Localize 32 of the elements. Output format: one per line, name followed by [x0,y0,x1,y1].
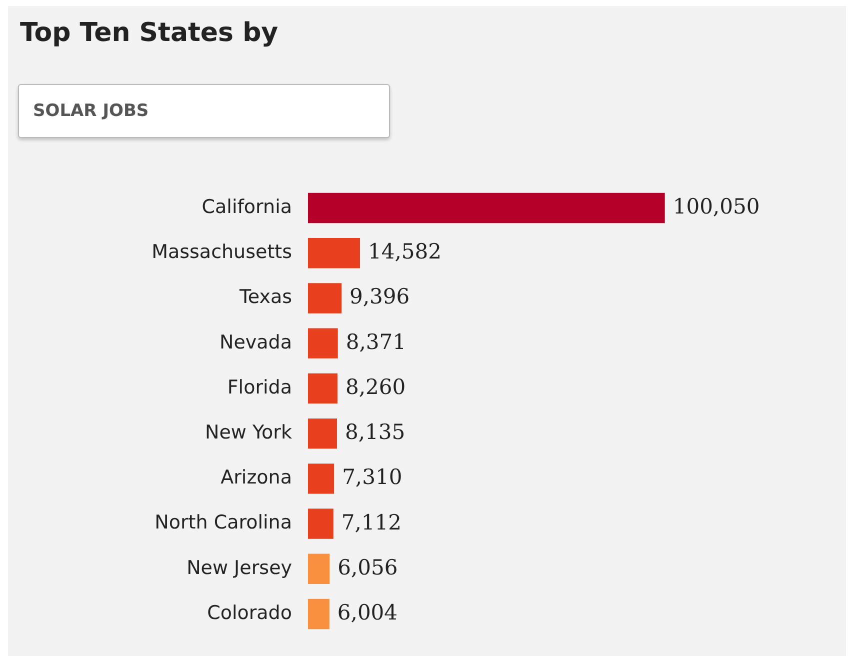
data-label: 8,135 [345,420,406,444]
data-label: 6,056 [338,555,398,580]
bar [308,328,338,358]
data-label: 6,004 [337,600,398,624]
y-tick-label: New York [204,421,292,444]
bar [308,554,330,584]
bar [308,283,342,314]
data-label: 100,050 [672,194,760,218]
y-tick-label: North Carolina [154,512,292,534]
y-tick-label: New Jersey [186,556,292,579]
chart-title: Top Ten States by [20,18,278,48]
data-label: 8,260 [345,374,406,399]
y-tick-label: Massachusetts [152,241,292,264]
bar [308,508,334,539]
y-tick-label: Florida [227,376,292,398]
bar [308,373,338,404]
dropdown-field: SOLAR JOBS [18,84,390,138]
y-tick-label: Texas [238,286,292,308]
bar [308,418,338,449]
data-label: 9,396 [350,284,410,309]
y-tick-label: Nevada [220,331,292,354]
data-label: 8,371 [346,330,406,354]
data-label: 7,310 [342,465,402,490]
bar [308,238,360,268]
data-label: 7,112 [341,510,402,534]
y-tick-label: Arizona [220,466,292,489]
y-tick-label: Colorado [207,602,292,624]
bar [308,464,334,494]
data-label: 14,582 [368,240,442,264]
bar [308,598,330,630]
bar [308,192,665,224]
y-tick-label: California [202,196,292,218]
